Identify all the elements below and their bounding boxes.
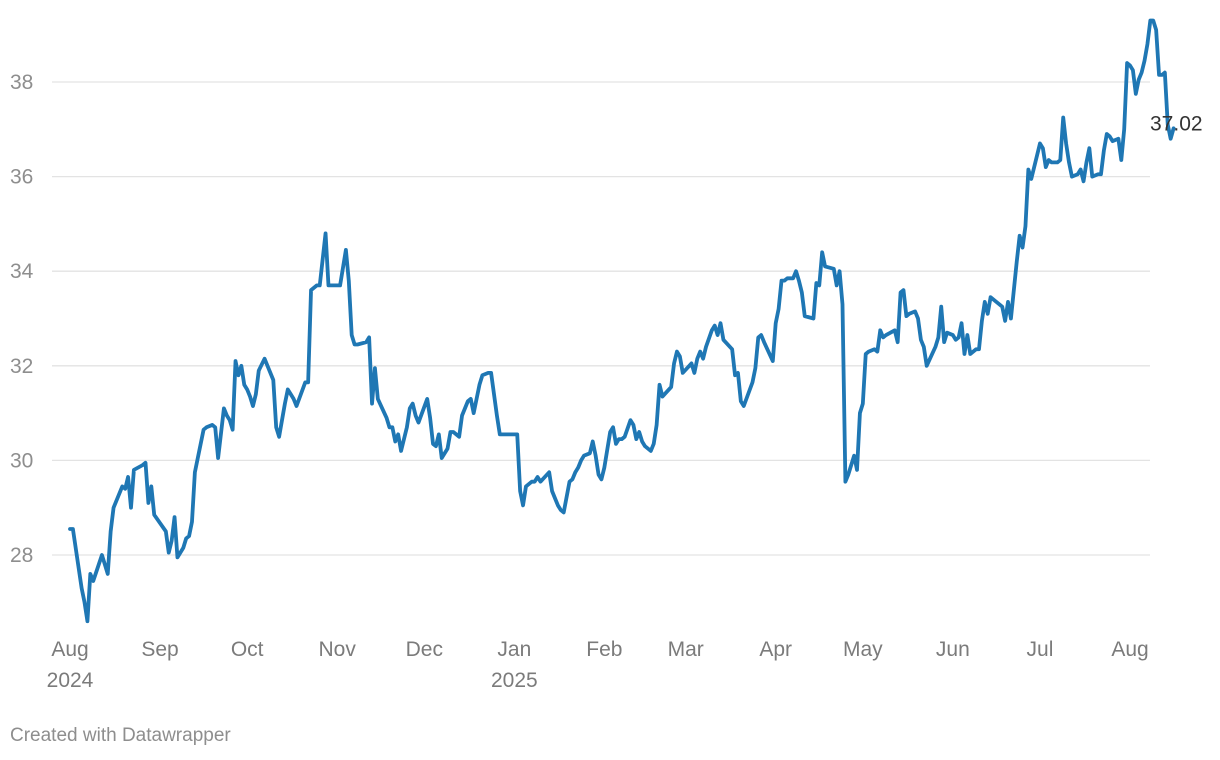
end-label-layer: 37.02 [1150, 112, 1203, 135]
y-axis: 28 30 32 34 36 38 [10, 71, 34, 567]
x-tick-label: Jul [1027, 638, 1054, 661]
series-layer [68, 18, 1176, 624]
x-tick-label: Mar [668, 638, 704, 661]
gridlines [52, 81, 1150, 556]
y-tick-label: 36 [10, 166, 33, 189]
x-tick-label: Aug [1111, 638, 1148, 661]
x-tick-label: Sep [141, 638, 178, 661]
x-tick-label: Jan [497, 638, 531, 661]
y-tick-label: 38 [10, 71, 33, 94]
y-tick-label: 32 [10, 355, 33, 378]
x-tick-year-label: 2024 [47, 669, 94, 692]
y-tick-label: 28 [10, 544, 33, 567]
last-value-label: 37.02 [1150, 112, 1203, 135]
series-line[interactable] [68, 18, 1176, 624]
x-tick-label: Nov [318, 638, 356, 661]
datawrapper-credit[interactable]: Created with Datawrapper [10, 725, 231, 746]
x-tick-year-label: 2025 [491, 669, 538, 692]
x-tick-label: Dec [406, 638, 443, 661]
x-tick-label: Feb [586, 638, 622, 661]
x-tick-label: Apr [759, 638, 792, 661]
x-tick-label: Aug [51, 638, 88, 661]
y-tick-label: 30 [10, 449, 33, 472]
x-tick-label: Oct [231, 638, 264, 661]
x-axis: Aug 2024 Sep Oct Nov Dec Jan 2025 Feb Mar Apr May Ju… [47, 638, 1149, 692]
x-tick-label: May [843, 638, 883, 661]
x-tick-label: Jun [936, 638, 970, 661]
y-tick-label: 34 [10, 260, 34, 283]
line-chart: 28 30 32 34 36 38 Aug 2024 Sep Oct Nov Dec Jan 2025 F… [10, 18, 1203, 692]
